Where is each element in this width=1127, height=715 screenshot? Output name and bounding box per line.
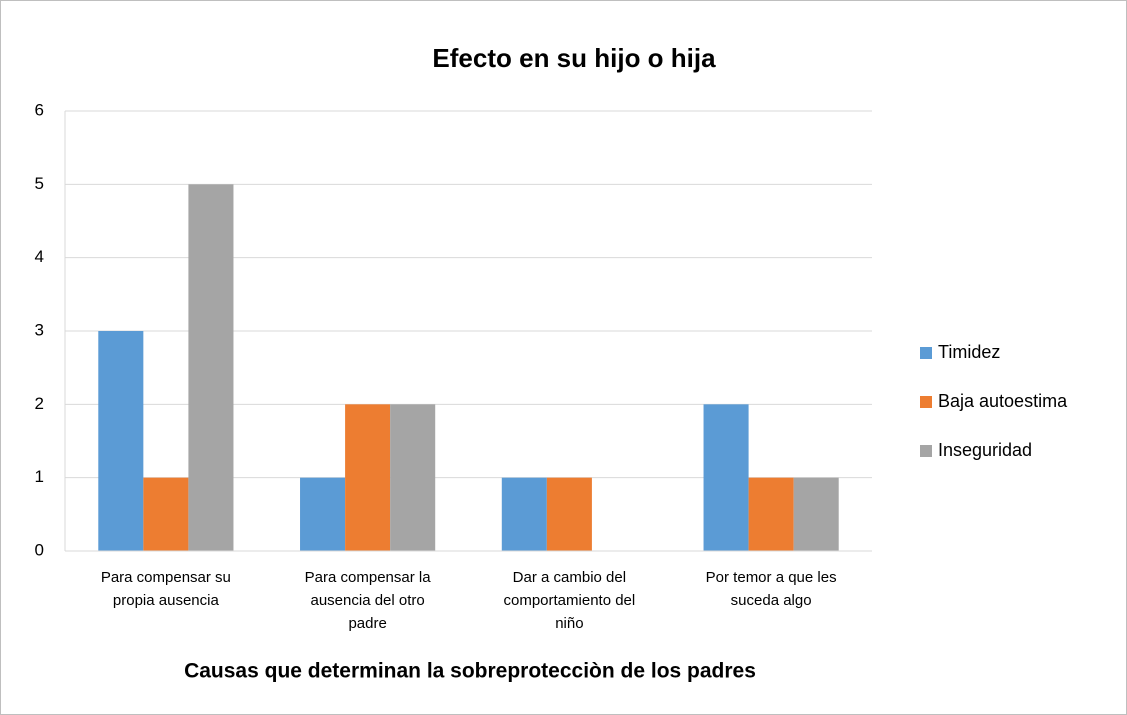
x-tick-label: Por temor a que les suceda algo — [706, 569, 837, 609]
y-tick-label: 2 — [35, 394, 44, 413]
legend-swatch — [920, 396, 932, 408]
bar — [703, 404, 749, 551]
bar — [748, 477, 794, 551]
bar — [300, 477, 346, 551]
bar — [793, 477, 839, 551]
bar — [188, 184, 234, 552]
legend-label: Timidez — [938, 342, 1000, 362]
bar — [98, 331, 144, 551]
x-axis-title: Causas que determinan la sobreprotecciòn… — [184, 660, 756, 683]
y-tick-label: 6 — [35, 100, 44, 119]
legend-swatch — [920, 347, 932, 359]
legend-label: Baja autoestima — [938, 391, 1068, 411]
y-tick-label: 0 — [35, 540, 44, 559]
chart-title: Efecto en su hijo o hija — [432, 43, 716, 73]
bar — [546, 477, 592, 551]
x-tick-label: Dar a cambio del comportamiento del niño — [504, 569, 636, 632]
bar — [143, 477, 189, 551]
x-tick-label: Para compensar la ausencia del otro padre — [305, 569, 432, 632]
legend-label: Inseguridad — [938, 440, 1032, 460]
y-tick-label: 5 — [35, 174, 44, 193]
y-tick-label: 1 — [35, 467, 44, 486]
legend-swatch — [920, 445, 932, 457]
x-tick-label: Para compensar su propia ausencia — [101, 569, 231, 609]
bar — [390, 404, 436, 551]
bar — [345, 404, 391, 551]
y-tick-label: 3 — [35, 320, 44, 339]
bar — [501, 477, 547, 551]
y-tick-label: 4 — [35, 247, 44, 266]
